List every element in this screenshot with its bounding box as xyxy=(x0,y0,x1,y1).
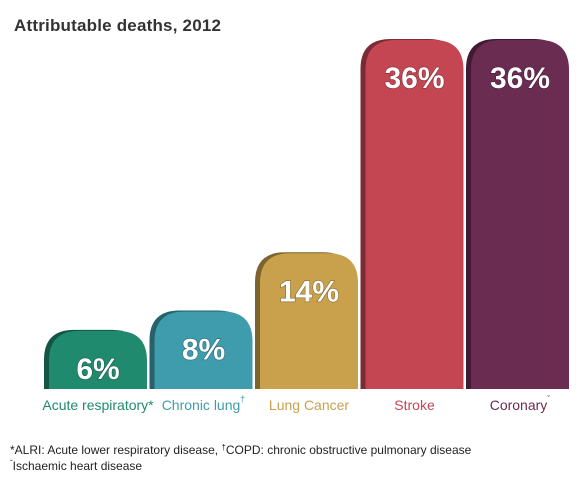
footnotes: *ALRI: Acute lower respiratory disease, … xyxy=(10,442,471,474)
category-label-stroke: Stroke xyxy=(336,397,494,413)
category-label-text: Coronary xyxy=(489,397,548,413)
category-label-mark: † xyxy=(240,394,246,404)
data-label-chronic-lung: 8% xyxy=(182,333,225,366)
category-label-coronary: Coronaryˇ xyxy=(441,394,580,413)
category-label-text: Stroke xyxy=(394,397,435,413)
data-label-stroke: 36% xyxy=(384,62,444,95)
bar-lung-cancer xyxy=(260,253,358,389)
data-label-acute-respiratory: 6% xyxy=(76,353,119,386)
footnote-mark: † xyxy=(221,443,226,452)
category-label-text: Acute respiratory* xyxy=(42,397,154,413)
footnote-mark: ˇ xyxy=(10,459,13,468)
category-label-text: Lung Cancer xyxy=(268,397,350,413)
category-label-lung-cancer: Lung Cancer xyxy=(230,397,388,413)
footnote-line: *ALRI: Acute lower respiratory disease, … xyxy=(10,442,471,458)
bar-coronary xyxy=(471,40,569,389)
chart-title: Attributable deaths, 2012 xyxy=(14,16,222,35)
bar-chronic-lung xyxy=(154,311,253,389)
footnote-text: COPD: chronic obstructive pulmonary dise… xyxy=(225,443,472,457)
category-label-mark: ˇ xyxy=(547,394,551,404)
footnote-text: *ALRI: Acute lower respiratory disease, xyxy=(10,443,222,457)
category-label-text: Chronic lung xyxy=(161,397,241,413)
data-label-coronary: 36% xyxy=(490,62,550,95)
bar-acute-respiratory xyxy=(49,330,147,389)
bar-stroke xyxy=(365,40,464,389)
footnote-text: Ischaemic heart disease xyxy=(12,459,143,473)
category-label-acute-respiratory: Acute respiratory* xyxy=(19,397,177,413)
footnote-line: ˇIschaemic heart disease xyxy=(10,458,471,474)
category-label-chronic-lung: Chronic lung† xyxy=(125,394,283,413)
data-label-lung-cancer: 14% xyxy=(279,275,339,308)
